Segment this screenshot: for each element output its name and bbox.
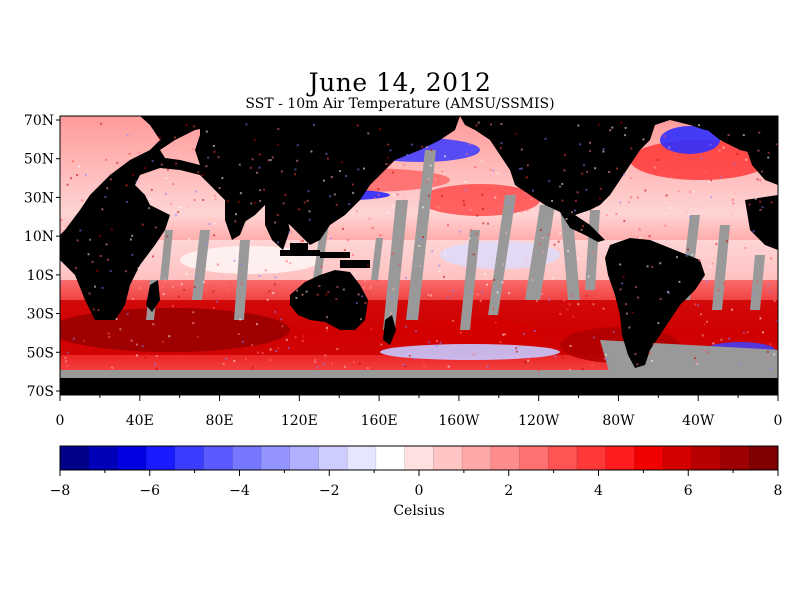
colorbar-unit-label: Celsius [393,503,444,519]
colorbar-swatch [88,446,118,470]
colorbar-swatch [605,446,635,470]
colorbar-swatch [548,446,578,470]
colorbar-swatch [462,446,492,470]
colorbar-swatch [289,446,319,470]
indochina-landmass [265,205,290,250]
india-landmass [225,195,250,240]
lon-tick-label: 120W [518,413,560,429]
colorbar-tick-label: 2 [504,483,513,499]
colorbar-tick-label: −6 [139,483,160,499]
colorbar-swatch [634,446,664,470]
lat-tick-label: 10N [24,229,54,245]
lon-tick-label: 80E [206,413,234,429]
africa-wrap-landmass [745,195,778,250]
colorbar-swatch [749,446,779,470]
colorbar: −8 −6 −4 −2 0 2 4 6 8 [50,445,783,499]
lat-tick-label: 10S [27,268,54,284]
map-plot-area [60,116,778,395]
asia-landmass [195,116,460,245]
colorbar-swatch [404,446,434,470]
map-subtitle: SST - 10m Air Temperature (AMSU/SSMIS) [245,96,555,112]
lon-tick-label: 120E [281,413,318,429]
south-america-landmass [605,238,705,368]
lon-tick-label: 160W [438,413,480,429]
data-speckle [60,121,778,372]
colorbar-swatch [117,446,147,470]
lon-tick-label: 40E [126,413,154,429]
lat-tick-label: 50S [27,345,54,361]
australia-landmass [290,270,368,330]
lat-tick-label: 50N [24,152,54,168]
colorbar-swatch [720,446,750,470]
colorbar-swatch [490,446,521,470]
colorbar-swatch [261,446,291,470]
longitude-axis: 0 40E 80E 120E 160E 160W 120W 80W 40W 0 [56,395,783,429]
land-masses [60,116,778,395]
colorbar-swatch [347,446,377,470]
latitude-axis: 70N 50N 30N 10N 10S 30S 50S 70S [24,113,60,400]
colorbar-swatch [60,446,90,470]
lon-tick-label: 0 [774,413,783,429]
colorbar-swatch [691,446,722,470]
colorbar-swatch [203,446,233,470]
lat-tick-label: 70N [24,113,54,129]
lon-tick-label: 40W [682,413,715,429]
lon-tick-label: 0 [56,413,65,429]
lon-tick-label: 80W [602,413,635,429]
colorbar-tick-label: −4 [229,483,250,499]
colorbar-tick-label: 4 [594,483,603,499]
lat-tick-label: 70S [27,384,54,400]
colorbar-tick-label: 0 [415,483,424,499]
map-title: June 14, 2012 [308,68,492,97]
japan-landmass [340,165,362,195]
madagascar-landmass [146,280,160,312]
colorbar-swatch [433,446,463,470]
north-america-landmass [460,116,778,215]
colorbar-swatch [232,446,262,470]
lon-tick-label: 160E [361,413,398,429]
colorbar-tick-label: −2 [319,483,340,499]
antarctica-landmass [60,378,778,395]
lat-tick-label: 30S [27,307,54,323]
colorbar-swatch [146,446,176,470]
colorbar-swatch [375,446,406,470]
colorbar-swatch [576,446,607,470]
colorbar-swatch [519,446,549,470]
colorbar-tick-label: −8 [50,483,71,499]
indonesia-islands [280,250,320,256]
africa-europe-landmass [60,116,430,320]
lat-tick-label: 30N [24,190,54,206]
colorbar-tick-label: 6 [684,483,693,499]
colorbar-swatch [663,446,693,470]
new-zealand-landmass [383,315,396,345]
colorbar-swatch [174,446,205,470]
colorbar-swatch [318,446,348,470]
colorbar-tick-label: 8 [774,483,783,499]
